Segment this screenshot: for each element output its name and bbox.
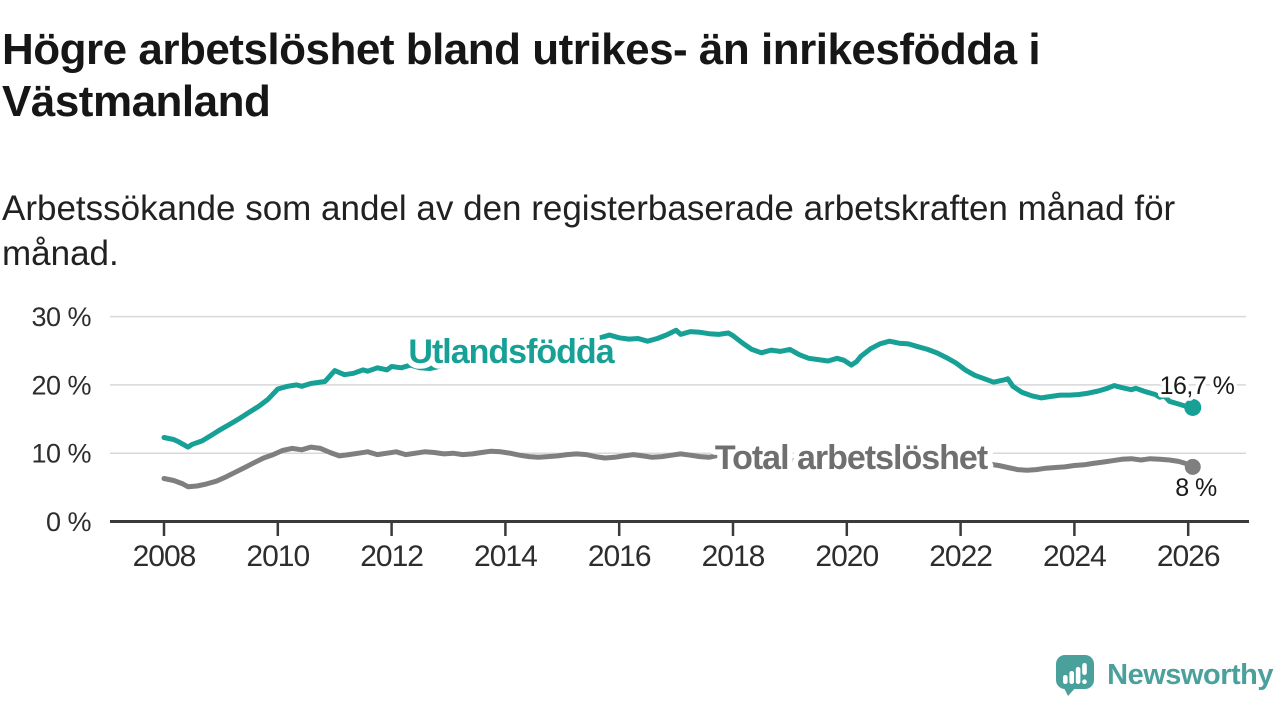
axes: 0 % 10 % 20 % 30 % 2008 2010 2012 2014 2016 2018 2… [31,302,1249,573]
x-axis-tick-label: 2024 [1043,540,1106,573]
chart-subtitle: Arbetssökande som andel av den registerb… [2,189,1176,273]
y-axis-tick-label: 10 % [31,439,91,469]
x-axis-tick-label: 2016 [588,540,651,573]
newsworthy-logo: Newsworthy [1055,654,1273,697]
series-lines [161,327,1202,490]
series-label-utlandsfodda: Utlandsfödda [408,333,615,371]
series-end-dot-utlandsfodda [1184,398,1202,416]
end-value-label-total: 8 % [1175,474,1217,502]
series-line-total [161,444,1196,490]
x-axis-tick-label: 2026 [1157,540,1220,573]
chart-title: Högre arbetslöshet bland utrikes- än inr… [2,25,1041,126]
y-axis-tick-label: 30 % [31,302,91,332]
x-axis-tick-label: 2020 [815,540,878,573]
x-axis-tick-label: 2008 [133,540,196,573]
x-axis-tick-label: 2018 [702,540,765,573]
chart-labels: Utlandsfödda Total arbetslöshet 16,7 % 8… [403,328,1239,506]
end-value-label-utlandsfodda: 16,7 % [1160,372,1235,400]
gridlines [110,315,1246,454]
x-axis-tick-label: 2010 [246,540,309,573]
series-line-utlandsfodda [161,327,1196,450]
y-axis-tick-label: 0 % [46,507,92,537]
y-axis-tick-label: 20 % [31,370,91,400]
brand-name: Newsworthy [1107,659,1273,691]
speech-bubble-bar-chart-icon [1056,655,1095,696]
series-end-dot-total [1184,458,1201,475]
x-axis-tick-label: 2022 [929,540,992,573]
x-axis-tick-label: 2012 [360,540,423,573]
series-label-total-arbetsloshet: Total arbetslöshet [715,439,988,477]
x-axis-tick-label: 2014 [474,540,537,573]
